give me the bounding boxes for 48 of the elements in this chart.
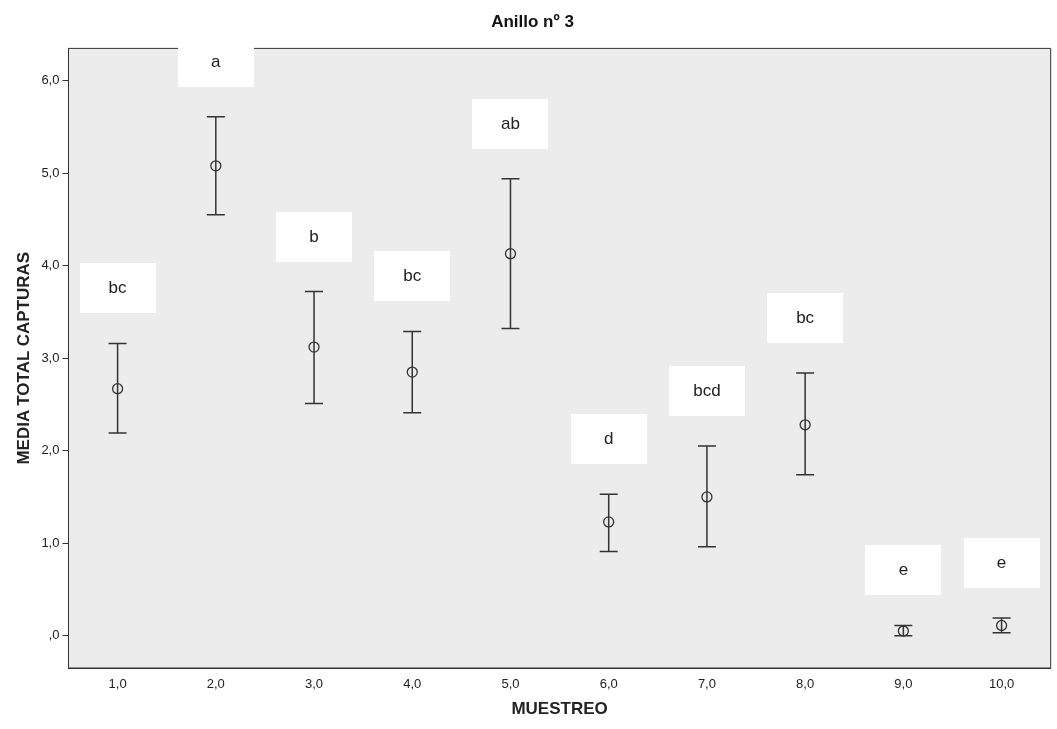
- point: [897, 625, 910, 637]
- label-box: ab: [472, 98, 549, 149]
- annotation: ab: [501, 113, 520, 133]
- y-tick-label: 4,0: [41, 257, 60, 273]
- y-tick-label: ,0: [48, 627, 60, 643]
- label-box: d: [570, 414, 647, 465]
- x-axis-title: MUESTREO: [511, 699, 608, 719]
- y-tick-label: 1,0: [41, 534, 60, 550]
- x-tick-label: 2,0: [206, 676, 225, 692]
- label-box: b: [276, 211, 352, 262]
- label-box: bcd: [668, 366, 745, 417]
- label-box: bc: [79, 263, 156, 314]
- label-box: e: [865, 545, 942, 596]
- y-axis-title: MEDIA TOTAL CAPTURAS: [13, 251, 33, 465]
- label-box: e: [963, 538, 1040, 589]
- label-box: bc: [767, 293, 844, 343]
- x-tick-label: 10,0: [988, 676, 1015, 692]
- x-tick-label: 6,0: [599, 676, 618, 692]
- x-tick-label: 4,0: [403, 676, 422, 692]
- x-tick-label: 1,0: [108, 676, 127, 692]
- annotation: b: [309, 226, 319, 246]
- y-tick-label: 2,0: [41, 442, 60, 458]
- x-tick-label: 8,0: [796, 676, 815, 692]
- label-box: bc: [374, 251, 451, 302]
- x-tick-label: 5,0: [501, 676, 520, 692]
- point: [111, 383, 124, 395]
- point: [504, 248, 517, 260]
- annotation: bc: [108, 278, 127, 298]
- annotation: bc: [796, 307, 815, 327]
- y-tick-label: 3,0: [41, 349, 60, 365]
- point: [701, 491, 713, 503]
- annotation: bc: [403, 266, 422, 286]
- annotation: a: [211, 51, 221, 71]
- point: [210, 160, 222, 172]
- chart-title: Anillo nº 3: [491, 11, 574, 31]
- point: [799, 419, 811, 431]
- x-tick-label: 9,0: [894, 676, 913, 692]
- x-tick-label: 7,0: [697, 676, 716, 692]
- y-tick-label: 5,0: [41, 164, 60, 180]
- x-tick-label: 3,0: [304, 676, 324, 692]
- point: [308, 341, 320, 353]
- point: [603, 516, 615, 528]
- annotation: e: [898, 560, 909, 580]
- annotation: d: [603, 429, 614, 449]
- y-tick-label: 6,0: [41, 72, 60, 88]
- annotation: bcd: [693, 381, 721, 401]
- annotation: e: [996, 553, 1007, 573]
- point: [406, 366, 418, 378]
